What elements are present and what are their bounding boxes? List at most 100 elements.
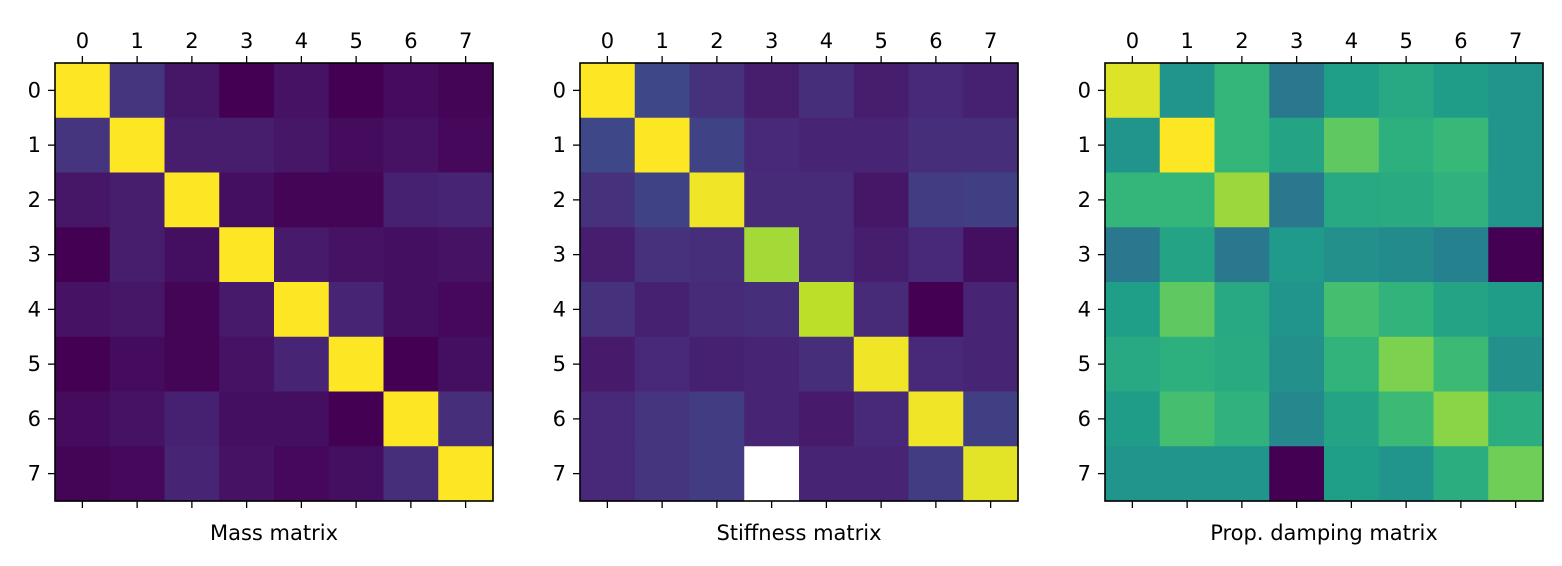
- heatmap-cell: [219, 282, 275, 338]
- heatmap-cell: [1378, 446, 1435, 502]
- heatmap-cell: [1324, 446, 1380, 502]
- heatmap-cell: [1433, 227, 1489, 283]
- plot-frame: [579, 62, 1019, 502]
- x-tick-label: 3: [1290, 29, 1303, 53]
- heatmap-cell: [908, 227, 964, 283]
- heatmap-cell: [109, 336, 166, 393]
- heatmap-cell: [963, 117, 1019, 174]
- heatmap-cell: [908, 282, 964, 338]
- x-tick-label: 3: [765, 29, 778, 53]
- heatmap-cell: [1214, 117, 1270, 174]
- heatmap-cell: [908, 172, 964, 228]
- heatmap-cell: [853, 336, 910, 393]
- heatmap-cell: [1269, 282, 1325, 338]
- heatmap-cell: [109, 227, 166, 283]
- heatmap-cell: [109, 282, 166, 338]
- heatmap-cell: [853, 282, 910, 338]
- heatmap-cell: [908, 117, 964, 174]
- heatmap-cell: [634, 227, 691, 283]
- y-tick-label: 1: [553, 133, 566, 157]
- heatmap-cell: [219, 446, 275, 502]
- y-tick-label: 4: [1078, 297, 1091, 321]
- heatmap-cell: [164, 336, 220, 393]
- x-tick-label: 7: [459, 29, 472, 53]
- y-tick-label: 1: [1078, 133, 1091, 157]
- x-tick-label: 2: [1235, 29, 1248, 53]
- heatmap-cell: [580, 336, 636, 393]
- x-tick-label: 0: [601, 29, 614, 53]
- y-tick-label: 2: [553, 188, 566, 212]
- mass-matrix-heatmap: 0 1 2 3 4 5 6 7 0 1 2 3 4 5 6 7 Mass matrix: [28, 29, 494, 545]
- heatmap-cell: [744, 336, 800, 393]
- heatmap-cell: [1488, 446, 1544, 502]
- heatmap-cell: [634, 117, 691, 174]
- heatmap-cell: [634, 391, 691, 447]
- heatmap-cell: [1105, 336, 1161, 393]
- heatmap-cell: [1378, 172, 1435, 228]
- heatmap-cell: [580, 63, 636, 119]
- x-tick-label: 3: [240, 29, 253, 53]
- heatmap-cell: [634, 282, 691, 338]
- y-tick-label: 1: [28, 133, 41, 157]
- heatmap-cell: [1105, 117, 1161, 174]
- heatmap-cell: [1378, 391, 1435, 447]
- y-tick-label: 5: [1078, 352, 1091, 376]
- x-tick-label: 4: [295, 29, 308, 53]
- heatmap-cell: [580, 227, 636, 283]
- heatmap-cell: [853, 172, 910, 228]
- heatmap-cell: [55, 391, 111, 447]
- x-tick-label: 4: [1345, 29, 1358, 53]
- heatmap-cell: [1324, 282, 1380, 338]
- heatmap-cell: [1159, 336, 1216, 393]
- heatmap-cell: [634, 172, 691, 228]
- heatmap-cell: [908, 391, 964, 447]
- heatmap-cell: [1378, 227, 1435, 283]
- heatmap-cell: [438, 117, 494, 174]
- heatmap-cell: [383, 63, 439, 119]
- heatmap-cell: [328, 117, 385, 174]
- heatmap-cell: [689, 391, 745, 447]
- x-tick-label: 1: [655, 29, 668, 53]
- heatmap-cell: [55, 446, 111, 502]
- stiffness-matrix-heatmap: 0 1 2 3 4 5 6 7 0 1 2 3 4 5 6 7 Stiffness matrix: [553, 29, 1019, 545]
- heatmap-cell: [1433, 391, 1489, 447]
- heatmap-cell: [164, 117, 220, 174]
- y-tick-label: 5: [28, 352, 41, 376]
- heatmap-cell: [55, 172, 111, 228]
- x-tick-label: 1: [130, 29, 143, 53]
- heatmap-cell: [744, 282, 800, 338]
- heatmap-cell: [580, 172, 636, 228]
- heatmap-cell: [1433, 336, 1489, 393]
- heatmap-cell: [383, 227, 439, 283]
- heatmap-cell: [383, 391, 439, 447]
- heatmap-cell: [634, 446, 691, 502]
- heatmap-cell: [55, 336, 111, 393]
- y-tick-label: 2: [28, 188, 41, 212]
- heatmap-cell: [164, 446, 220, 502]
- heatmap-cell: [689, 227, 745, 283]
- x-tick-label: 7: [1509, 29, 1522, 53]
- heatmap-cell: [219, 117, 275, 174]
- heatmap-cell: [219, 172, 275, 228]
- heatmap-cell: [164, 63, 220, 119]
- heatmap-cell: [799, 117, 855, 174]
- x-tick-label: 5: [349, 29, 362, 53]
- heatmap-cell: [963, 336, 1019, 393]
- heatmap-cell: [1159, 172, 1216, 228]
- heatmap-cell: [1214, 282, 1270, 338]
- heatmap-cell: [274, 117, 330, 174]
- heatmap-cell: [744, 446, 800, 502]
- heatmap-cell: [1159, 391, 1216, 447]
- heatmap-cell: [1488, 117, 1544, 174]
- heatmap-cell: [328, 172, 385, 228]
- heatmap-cell: [689, 282, 745, 338]
- x-tick-label: 1: [1180, 29, 1193, 53]
- heatmap-cell: [580, 391, 636, 447]
- heatmap-cell: [1324, 172, 1380, 228]
- x-axis-label: Mass matrix: [210, 521, 338, 545]
- heatmap-cell: [1269, 227, 1325, 283]
- heatmap-cell: [1159, 63, 1216, 119]
- heatmap-cell: [328, 282, 385, 338]
- heatmap-cell: [799, 63, 855, 119]
